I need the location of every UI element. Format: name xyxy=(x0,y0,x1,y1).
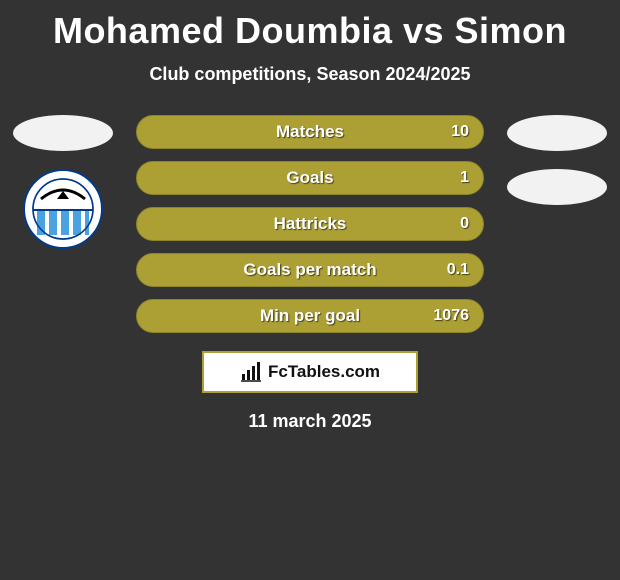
right-club-logo-placeholder xyxy=(507,169,607,205)
brand-watermark: FcTables.com xyxy=(202,351,418,393)
bar-chart-icon xyxy=(240,361,262,383)
slovan-liberec-logo-icon xyxy=(23,169,103,249)
comparison-row: Matches 10 Goals 1 Hattricks 0 Goals per… xyxy=(0,115,620,333)
stat-label: Matches xyxy=(276,122,344,142)
left-player-avatar-placeholder xyxy=(13,115,113,151)
stat-bar-min-per-goal: Min per goal 1076 xyxy=(136,299,484,333)
stat-right-value: 1076 xyxy=(433,307,469,325)
subtitle: Club competitions, Season 2024/2025 xyxy=(0,64,620,85)
stat-right-value: 10 xyxy=(451,123,469,141)
stat-label: Goals per match xyxy=(243,260,376,280)
stat-label: Hattricks xyxy=(274,214,347,234)
left-club-logo xyxy=(23,169,103,249)
stat-label: Goals xyxy=(286,168,333,188)
stat-bar-hattricks: Hattricks 0 xyxy=(136,207,484,241)
stat-right-value: 0 xyxy=(460,215,469,233)
brand-text: FcTables.com xyxy=(268,362,380,382)
right-player-avatar-placeholder xyxy=(507,115,607,151)
stat-bar-goals: Goals 1 xyxy=(136,161,484,195)
stat-label: Min per goal xyxy=(260,306,360,326)
stats-column: Matches 10 Goals 1 Hattricks 0 Goals per… xyxy=(118,115,502,333)
right-player-column xyxy=(502,115,612,205)
stat-right-value: 1 xyxy=(460,169,469,187)
stat-right-value: 0.1 xyxy=(447,261,469,279)
left-player-column xyxy=(8,115,118,249)
stat-bar-goals-per-match: Goals per match 0.1 xyxy=(136,253,484,287)
date-text: 11 march 2025 xyxy=(0,411,620,432)
stat-bar-matches: Matches 10 xyxy=(136,115,484,149)
page-title: Mohamed Doumbia vs Simon xyxy=(0,0,620,52)
